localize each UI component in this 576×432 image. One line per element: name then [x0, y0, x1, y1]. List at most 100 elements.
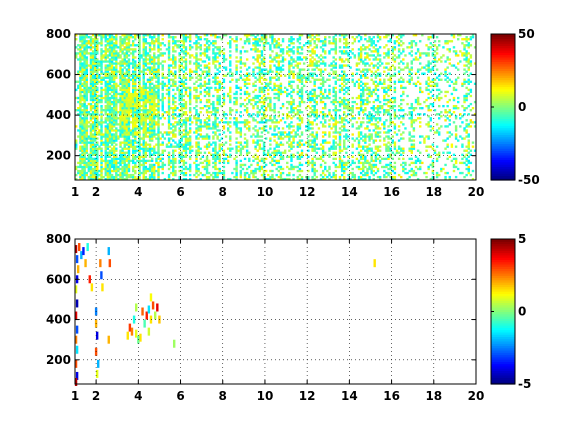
heatmap-cell: [186, 119, 190, 122]
heatmap-cell: [91, 74, 95, 77]
heatmap-cell: [108, 151, 112, 154]
heatmap-cell: [298, 96, 302, 100]
heatmap-cell: [288, 139, 291, 142]
heatmap-cell: [169, 72, 173, 75]
heatmap-cell: [115, 173, 118, 177]
heatmap-cell: [104, 80, 107, 83]
heatmap-cell: [218, 133, 221, 136]
heatmap-cell: [184, 82, 188, 85]
heatmap-cell: [138, 121, 141, 124]
heatmap-cell: [112, 104, 116, 108]
heatmap-cell: [269, 175, 272, 179]
heatmap-cell: [140, 94, 143, 98]
heatmap-cell: [119, 133, 122, 136]
heatmap-cell: [127, 121, 131, 124]
heatmap-cell: [245, 72, 249, 75]
heatmap-cell: [180, 94, 183, 98]
heatmap-cell: [96, 102, 99, 106]
heatmap-cell: [256, 44, 259, 47]
heatmap-cell: [212, 175, 215, 179]
heatmap-cell: [216, 151, 219, 154]
heatmap-cell: [199, 78, 202, 81]
heatmap-cell: [330, 48, 333, 51]
heatmap-cell: [218, 62, 221, 65]
heatmap-cell: [93, 66, 97, 69]
heatmap-cell: [134, 44, 137, 47]
heatmap-cell: [267, 102, 270, 106]
heatmap-cell: [85, 163, 88, 167]
heatmap-cell: [317, 94, 321, 98]
heatmap-cell: [83, 100, 86, 104]
heatmap-cell: [83, 62, 86, 65]
heatmap-cell: [123, 58, 126, 61]
heatmap-cell: [163, 149, 167, 152]
heatmap-cell: [269, 119, 272, 122]
heatmap-cell: [178, 40, 181, 43]
heatmap-cell: [298, 94, 302, 98]
heatmap-cell: [150, 40, 154, 43]
heatmap-cell: [83, 141, 86, 144]
heatmap-cell: [351, 107, 354, 110]
heatmap-cell: [119, 78, 122, 81]
heatmap-cell: [121, 135, 124, 138]
heatmap-cell: [81, 109, 84, 112]
heatmap-cell: [288, 72, 291, 75]
heatmap-cell: [174, 84, 177, 88]
heatmap-cell: [106, 153, 110, 156]
heatmap-cell: [115, 127, 118, 130]
heatmap-cell: [81, 171, 84, 175]
heatmap-cell: [121, 157, 124, 161]
heatmap-cell: [93, 129, 97, 132]
heatmap-cell: [83, 123, 86, 126]
heatmap-cell: [106, 92, 110, 96]
heatmap-cell: [315, 133, 319, 136]
heatmap-cell: [292, 38, 295, 41]
heatmap-cell: [178, 44, 181, 47]
heatmap-cell: [222, 56, 226, 59]
heatmap-cell: [79, 46, 82, 49]
heatmap-cell: [345, 78, 348, 81]
heatmap-cell: [256, 34, 259, 37]
heatmap-cell: [359, 161, 363, 165]
heatmap-cell: [127, 155, 131, 158]
heatmap-cell: [262, 38, 266, 41]
heatmap-cell: [134, 115, 137, 118]
heatmap-cell: [334, 157, 338, 161]
heatmap-cell: [248, 66, 251, 69]
heatmap-cell: [121, 82, 124, 85]
heatmap-cell: [148, 104, 152, 108]
heatmap-cell: [252, 141, 255, 144]
heatmap-cell: [123, 137, 126, 140]
heatmap-cell: [155, 86, 158, 90]
heatmap-cell: [340, 121, 344, 124]
heatmap-cell: [85, 143, 88, 146]
heatmap-cell: [277, 127, 281, 130]
heatmap-cell: [174, 113, 177, 116]
heatmap-cell: [167, 34, 171, 37]
heatmap-cell: [104, 104, 107, 108]
heatmap-cell: [100, 70, 103, 73]
heatmap-cell: [248, 38, 251, 41]
heatmap-cell: [96, 52, 99, 55]
heatmap-cell: [127, 94, 131, 98]
heatmap-cell: [184, 113, 188, 116]
heatmap-cell: [79, 131, 82, 134]
heatmap-cell: [286, 133, 289, 136]
heatmap-cell: [121, 44, 124, 47]
heatmap-cell: [222, 78, 226, 81]
heatmap-cell: [205, 64, 209, 67]
heatmap-cell: [328, 133, 331, 136]
heatmap-cell: [138, 107, 141, 110]
heatmap-cell: [286, 125, 289, 128]
heatmap-cell: [142, 137, 145, 140]
heatmap-cell: [93, 82, 97, 85]
heatmap-cell: [125, 34, 129, 37]
heatmap-cell: [311, 94, 314, 98]
heatmap-cell: [77, 129, 80, 132]
heatmap-cell: [351, 125, 354, 128]
heatmap-cell: [262, 88, 266, 92]
heatmap-cell: [224, 34, 228, 37]
heatmap-cell: [254, 80, 257, 83]
heatmap-cell: [140, 147, 143, 150]
heatmap-cell: [142, 74, 145, 77]
